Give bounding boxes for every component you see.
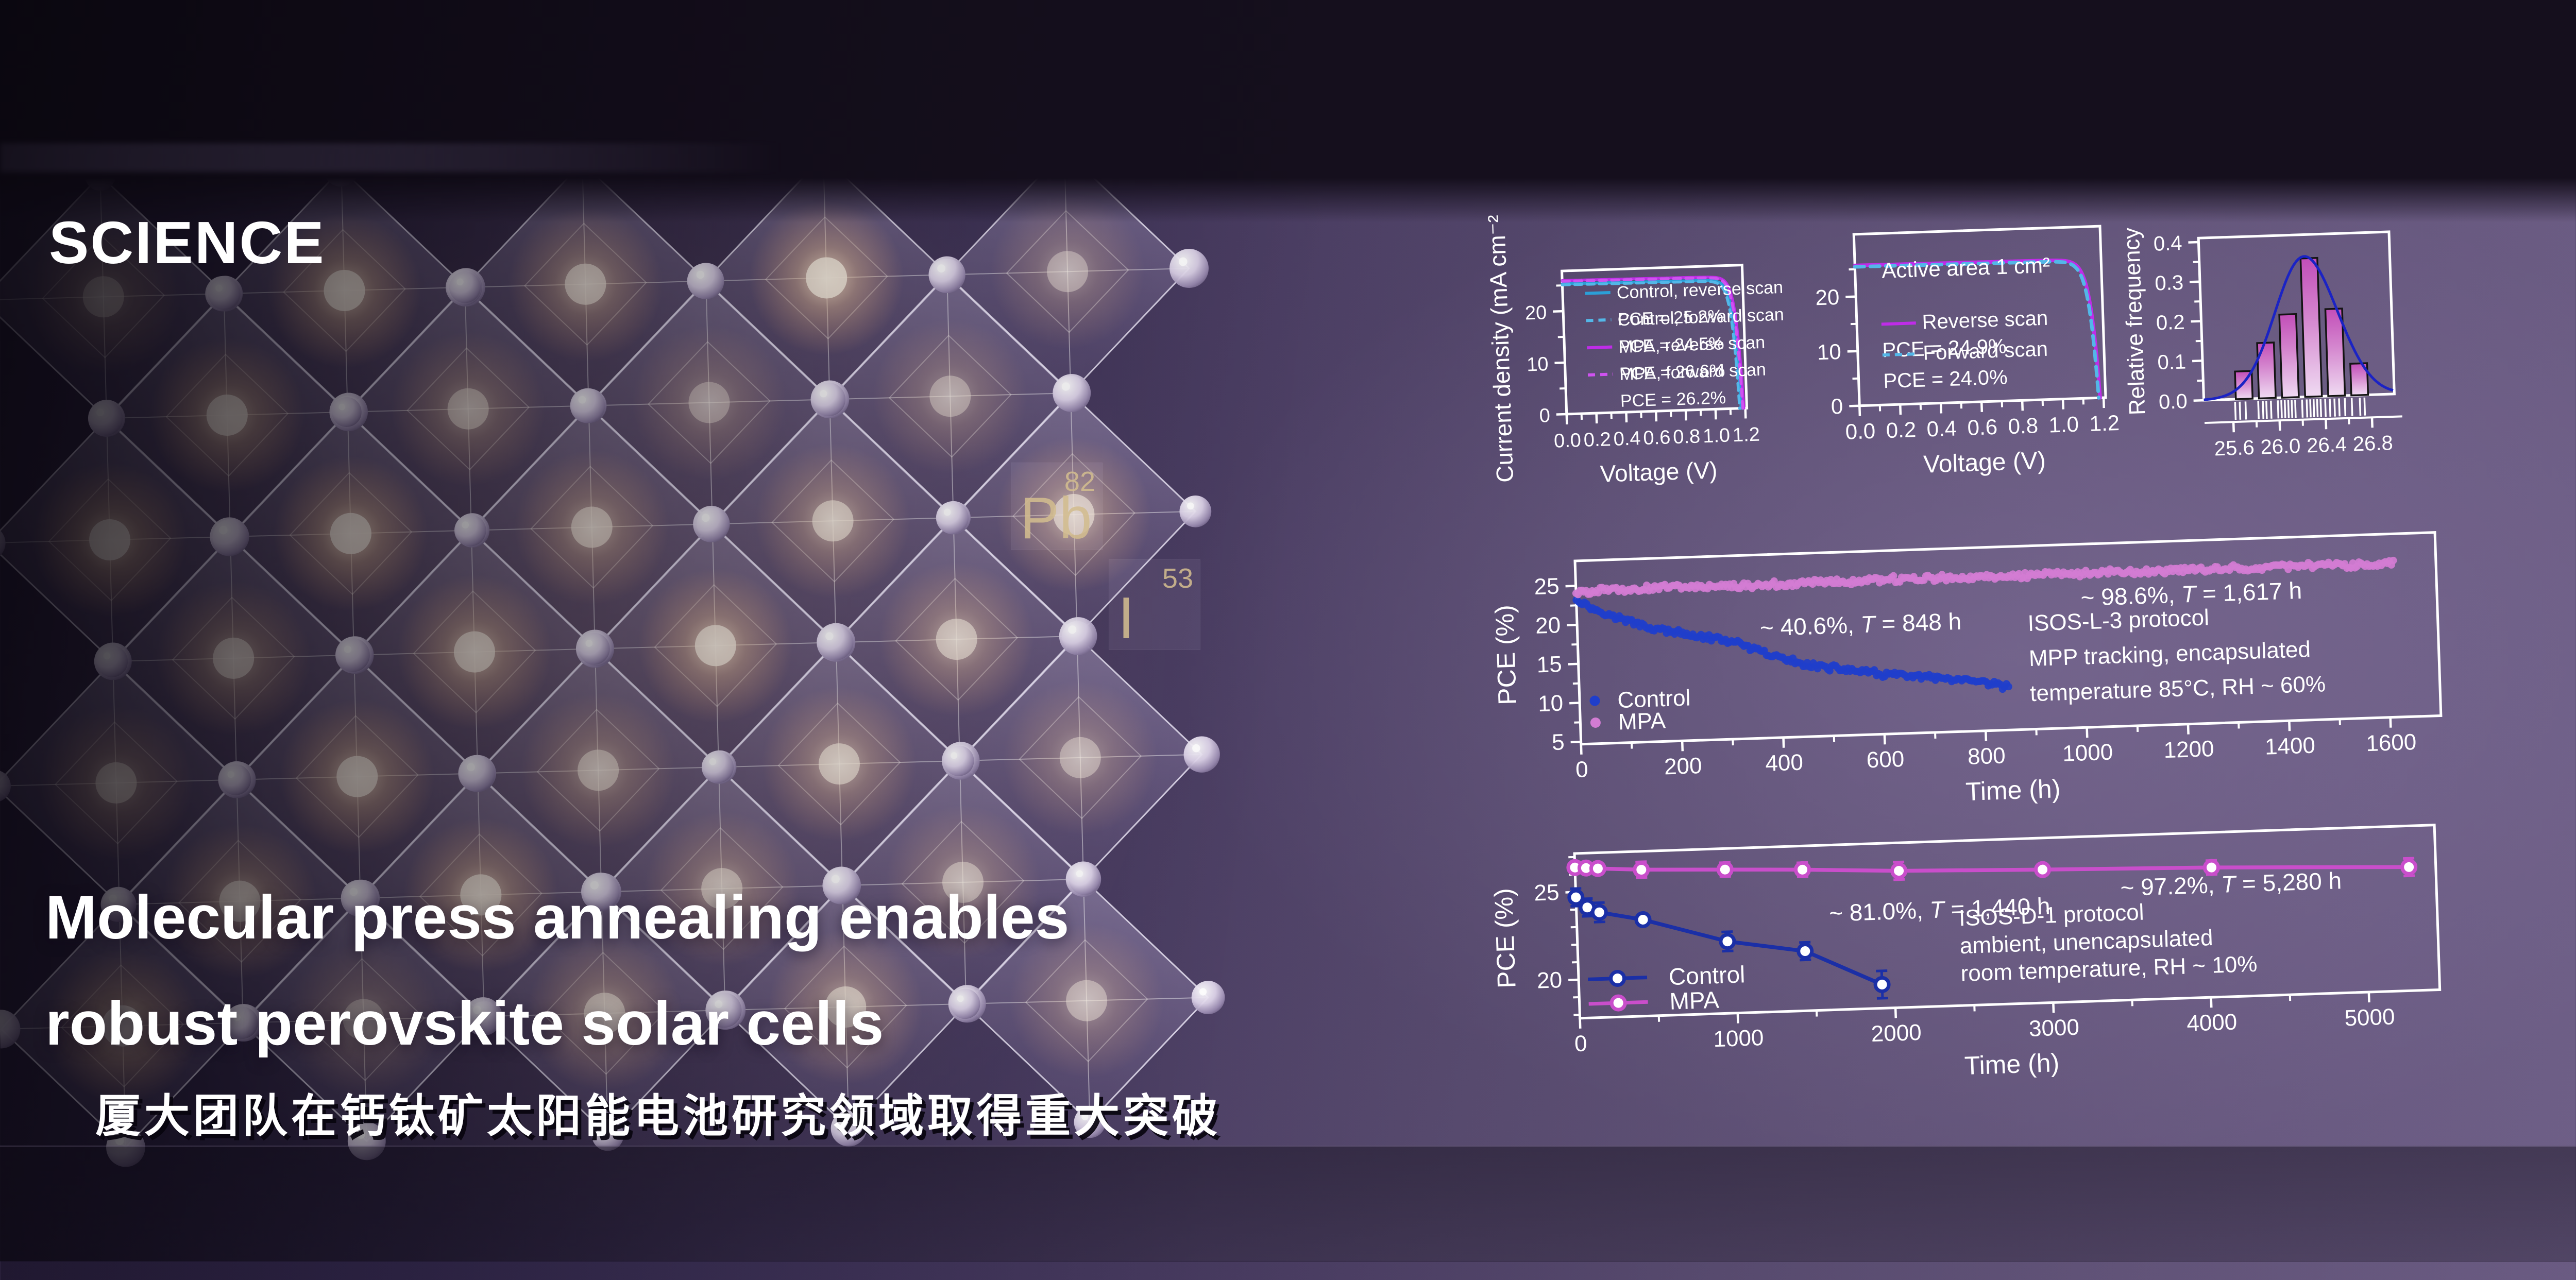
svg-text:1400: 1400: [2264, 733, 2315, 760]
svg-text:26.4: 26.4: [2306, 433, 2347, 457]
svg-text:10: 10: [1817, 339, 1841, 365]
svg-text:Forward scan: Forward scan: [1923, 338, 2048, 365]
page-subtitle-chinese: 厦大团队在钙钛矿太阳能电池研究领域取得重大突破: [95, 1080, 1221, 1145]
svg-text:PCE (%): PCE (%): [1490, 604, 1522, 705]
svg-text:800: 800: [1967, 743, 2006, 770]
element-number-i: 53: [1162, 562, 1193, 594]
svg-text:20: 20: [1524, 302, 1547, 324]
svg-text:0.0: 0.0: [1845, 419, 1876, 444]
svg-text:Relative frequency: Relative frequency: [2119, 227, 2150, 416]
svg-text:0.0: 0.0: [1553, 430, 1581, 452]
svg-text:25: 25: [1534, 880, 1560, 906]
svg-text:MPA, reverse scan: MPA, reverse scan: [1618, 333, 1766, 357]
svg-text:10: 10: [1537, 691, 1564, 717]
svg-text:3000: 3000: [2028, 1015, 2079, 1042]
svg-text:5: 5: [1551, 729, 1565, 755]
svg-text:25: 25: [1534, 574, 1560, 600]
shelf-stability-chart: 0 1000 2000 3000 4000 5000 20 25 Time (h) PCE (%)…: [1478, 784, 2515, 1189]
svg-text:1200: 1200: [2163, 736, 2214, 763]
svg-text:26.8: 26.8: [2352, 432, 2393, 456]
element-symbol-pb: Pb: [1020, 489, 1092, 548]
svg-text:0: 0: [1831, 394, 1843, 419]
page-title: Molecular press annealing enables robust…: [45, 864, 1069, 1077]
svg-text:Voltage (V): Voltage (V): [1923, 447, 2046, 479]
svg-text:MPA: MPA: [1618, 708, 1666, 735]
svg-text:10: 10: [1527, 353, 1549, 376]
svg-text:PCE (%): PCE (%): [1489, 888, 1521, 988]
svg-text:0.6: 0.6: [1967, 415, 1998, 440]
svg-text:Current density (mA cm⁻²): Current density (mA cm⁻²): [1482, 207, 1518, 483]
svg-text:MPA: MPA: [1669, 986, 1720, 1015]
svg-text:1000: 1000: [2062, 740, 2113, 766]
science-logo: SCIENCE: [49, 208, 326, 277]
page-title-line2: robust perovskite solar cells: [45, 970, 1069, 1077]
svg-text:MPA, forward scan: MPA, forward scan: [1619, 360, 1767, 384]
svg-text:~ 40.6%, T = 848 h: ~ 40.6%, T = 848 h: [1759, 608, 1962, 641]
svg-text:~ 97.2%, T = 5,280 h: ~ 97.2%, T = 5,280 h: [2120, 867, 2342, 901]
svg-text:ISOS-L-3 protocol: ISOS-L-3 protocol: [2027, 605, 2210, 636]
svg-text:0: 0: [1574, 1031, 1587, 1056]
svg-text:0.2: 0.2: [1583, 429, 1611, 451]
svg-text:20: 20: [1535, 612, 1561, 639]
svg-text:PCE = 24.0%: PCE = 24.0%: [1883, 366, 2008, 392]
element-symbol-i: I: [1118, 589, 1134, 648]
svg-text:1.0: 1.0: [2048, 412, 2079, 437]
svg-text:200: 200: [1664, 753, 1702, 779]
svg-text:1.2: 1.2: [1732, 424, 1760, 447]
svg-text:Control: Control: [1668, 961, 1745, 990]
svg-text:1000: 1000: [1713, 1025, 1764, 1052]
svg-text:0.6: 0.6: [1643, 426, 1671, 449]
svg-text:2000: 2000: [1871, 1020, 1922, 1047]
svg-text:1.2: 1.2: [2089, 411, 2120, 436]
svg-text:20: 20: [1536, 967, 1563, 994]
svg-text:4000: 4000: [2187, 1010, 2238, 1036]
svg-text:Voltage (V): Voltage (V): [1600, 456, 1718, 487]
svg-text:temperature 85°C, RH ~ 60%: temperature 85°C, RH ~ 60%: [2030, 671, 2326, 706]
svg-text:15: 15: [1536, 652, 1563, 678]
svg-text:0.0: 0.0: [2158, 390, 2188, 414]
svg-text:MPP tracking, encapsulated: MPP tracking, encapsulated: [2028, 637, 2311, 671]
svg-text:1600: 1600: [2366, 729, 2417, 756]
svg-text:PCE = 26.2%: PCE = 26.2%: [1620, 388, 1726, 411]
svg-text:26.0: 26.0: [2260, 435, 2301, 459]
svg-text:Time (h): Time (h): [1964, 1048, 2060, 1080]
svg-text:0.4: 0.4: [1926, 416, 1957, 441]
svg-text:0: 0: [1575, 757, 1588, 782]
svg-text:Active area 1 cm²: Active area 1 cm²: [1882, 253, 2050, 283]
svg-text:20: 20: [1815, 285, 1840, 310]
page-title-line1: Molecular press annealing enables: [45, 864, 1069, 970]
svg-text:0.4: 0.4: [1613, 428, 1641, 450]
svg-text:5000: 5000: [2344, 1004, 2395, 1031]
element-tile-pb: 82 Pb: [1011, 463, 1103, 550]
svg-text:0.1: 0.1: [2157, 350, 2187, 374]
svg-text:0.8: 0.8: [2008, 413, 2039, 438]
element-tile-i: 53 I: [1109, 559, 1200, 650]
svg-text:1.0: 1.0: [1702, 424, 1730, 447]
svg-text:400: 400: [1765, 750, 1804, 776]
svg-text:0: 0: [1539, 405, 1551, 427]
svg-text:0.4: 0.4: [2153, 232, 2182, 255]
svg-text:ISOS-D-1 protocol: ISOS-D-1 protocol: [1958, 900, 2144, 931]
svg-text:0.2: 0.2: [2156, 311, 2185, 335]
svg-text:0.8: 0.8: [1673, 425, 1701, 448]
svg-text:0.3: 0.3: [2155, 271, 2184, 295]
svg-text:25.6: 25.6: [2214, 436, 2255, 460]
svg-text:600: 600: [1866, 746, 1905, 773]
svg-text:0.2: 0.2: [1886, 417, 1917, 442]
svg-text:Reverse scan: Reverse scan: [1922, 307, 2048, 334]
